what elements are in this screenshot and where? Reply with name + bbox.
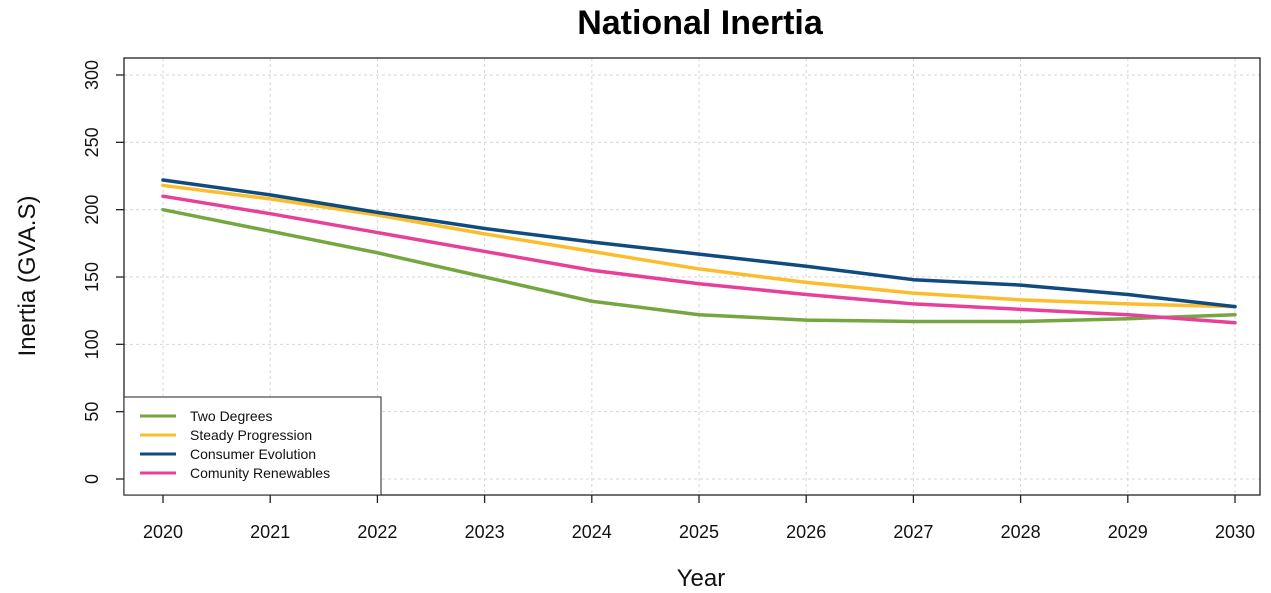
x-tick-label: 2030 (1215, 522, 1255, 542)
x-tick-label: 2029 (1108, 522, 1148, 542)
x-tick-label: 2022 (357, 522, 397, 542)
x-tick-label: 2028 (1001, 522, 1041, 542)
y-tick-label: 300 (82, 60, 102, 90)
legend-label: Comunity Renewables (190, 465, 330, 481)
series-line-consumer-evolution (161, 178, 1237, 309)
legend-label: Two Degrees (190, 408, 272, 424)
x-tick-label: 2026 (786, 522, 826, 542)
legend-box (123, 396, 382, 496)
x-tick-label: 2027 (893, 522, 933, 542)
x-tick-label: 2023 (465, 522, 505, 542)
legend: Two Degrees Steady Progression Consumer Ev… (123, 396, 382, 496)
x-axis-label: Year (677, 565, 726, 592)
x-tick-label: 2025 (679, 522, 719, 542)
legend-label: Steady Progression (190, 427, 312, 443)
series-line-two-degrees (161, 207, 1237, 324)
series-lines (161, 178, 1237, 325)
y-tick-label: 100 (82, 329, 102, 359)
y-tick-label: 200 (82, 195, 102, 225)
y-tick-label: 250 (82, 127, 102, 157)
x-axis: 2020 2021 2022 2023 2024 2025 2026 2027 2028 2029… (143, 495, 1255, 542)
y-axis: 0 50 100 150 200 250 300 (82, 60, 124, 484)
y-tick-label: 50 (82, 402, 102, 422)
y-tick-label: 0 (82, 474, 102, 484)
y-tick-label: 150 (82, 262, 102, 292)
legend-label: Consumer Evolution (190, 446, 316, 462)
chart-title: National Inertia (577, 4, 824, 42)
x-tick-label: 2020 (143, 522, 183, 542)
x-tick-label: 2024 (572, 522, 612, 542)
x-tick-label: 2021 (250, 522, 290, 542)
series-line-comunity-renewables (161, 194, 1237, 325)
series-line-steady-progression (161, 183, 1237, 309)
y-axis-label: Inertia (GVA.S) (14, 196, 41, 357)
